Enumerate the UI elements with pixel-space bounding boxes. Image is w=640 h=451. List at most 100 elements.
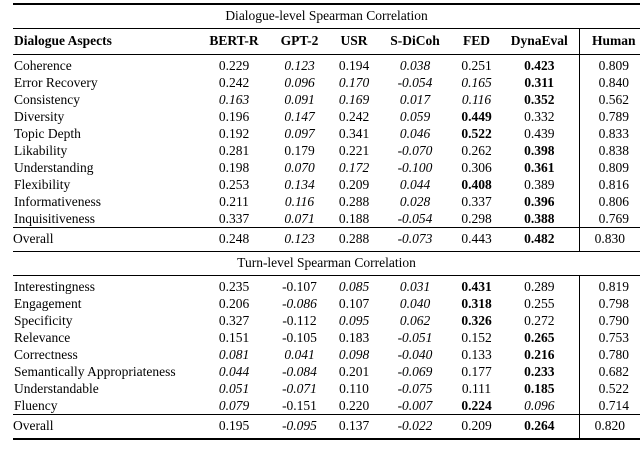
value-cell-understandable-s-dicoh: -0.075	[397, 381, 433, 396]
value-cell-understandable-dynaeval: 0.185	[524, 381, 555, 396]
column-header-s-dicoh: S-DiCoh	[377, 28, 453, 55]
aspect-cell-flexibility: Flexibility	[14, 177, 71, 192]
aspect-cell-error-recovery: Error Recovery	[14, 75, 98, 90]
value-cell-coherence-usr: 0.194	[338, 58, 370, 73]
value-cell-topic-depth-usr: 0.341	[338, 126, 370, 141]
value-cell-engagement-s-dicoh: 0.040	[399, 296, 431, 311]
value-cell-semantically-appropriateness-s-dicoh: -0.069	[397, 364, 433, 379]
aspect-cell-fluency: Fluency	[14, 398, 58, 413]
aspect-cell-correctness: Correctness	[14, 347, 78, 362]
value-cell-fluency-usr: 0.220	[338, 398, 370, 413]
value-cell-topic-depth-bert-r: 0.192	[218, 126, 250, 141]
value-cell-likability-human: 0.838	[578, 142, 640, 159]
aspect-cell-specificity: Specificity	[14, 313, 73, 328]
value-cell-fluency-fed: 0.224	[461, 398, 492, 413]
value-cell-specificity-bert-r: 0.327	[218, 313, 250, 328]
value-cell-relevance-human: 0.753	[578, 329, 640, 346]
value-cell-specificity-human: 0.790	[578, 312, 640, 329]
value-cell-error-recovery-s-dicoh: -0.054	[397, 75, 433, 90]
value-cell-diversity-human: 0.789	[578, 108, 640, 125]
value-cell-topic-depth-s-dicoh: 0.046	[399, 126, 431, 141]
column-header-dynaeval: DynaEval	[500, 28, 579, 55]
table-row: Fluency 0.079 -0.151 0.220 -0.007 0.224 0.096 0…	[13, 397, 640, 415]
value-cell-likability-usr: 0.221	[338, 143, 370, 158]
value-cell-informativeness-bert-r: 0.211	[219, 194, 249, 209]
value-cell-understanding-s-dicoh: -0.100	[397, 160, 433, 175]
value-cell-informativeness-s-dicoh: 0.028	[399, 194, 431, 209]
value-cell-coherence-fed: 0.251	[461, 58, 492, 73]
value-cell-specificity-s-dicoh: 0.062	[399, 313, 431, 328]
value-cell-semantically-appropriateness-bert-r: 0.044	[218, 364, 250, 379]
value-cell-engagement-fed: 0.318	[461, 296, 492, 311]
value-cell-flexibility-fed: 0.408	[461, 177, 492, 192]
value-cell-overall-s-dicoh: -0.022	[377, 414, 453, 440]
value-cell-consistency-fed: 0.116	[461, 92, 492, 107]
value-cell-inquisitiveness-fed: 0.298	[461, 211, 492, 226]
value-cell-likability-s-dicoh: -0.070	[397, 143, 433, 158]
value-cell-overall-gpt-2: -0.095	[268, 414, 331, 440]
value-cell-understandable-bert-r: 0.051	[218, 381, 250, 396]
table-row: Overall 0.248 0.123 0.288 -0.073 0.443 0.482 0.…	[13, 227, 640, 252]
value-cell-semantically-appropriateness-gpt-2: -0.084	[282, 364, 317, 379]
value-cell-topic-depth-dynaeval: 0.439	[524, 126, 555, 141]
value-cell-coherence-s-dicoh: 0.038	[399, 58, 431, 73]
table-row: Coherence 0.229 0.123 0.194 0.038 0.251 0.423 0…	[13, 54, 640, 74]
value-cell-diversity-gpt-2: 0.147	[284, 109, 315, 124]
value-cell-informativeness-dynaeval: 0.396	[524, 194, 555, 209]
value-cell-overall-fed: 0.209	[453, 414, 500, 440]
table-row: Specificity 0.327 -0.112 0.095 0.062 0.326 0.2…	[13, 312, 640, 329]
value-cell-engagement-human: 0.798	[578, 295, 640, 312]
value-cell-correctness-gpt-2: 0.041	[284, 347, 315, 362]
section-title-dialogue-level-spearman-correlation: Dialogue-level Spearman Correlation	[13, 3, 640, 29]
value-cell-inquisitiveness-gpt-2: 0.071	[284, 211, 315, 226]
section-title-turn-level-spearman-correlation: Turn-level Spearman Correlation	[13, 251, 640, 276]
value-cell-interestingness-gpt-2: -0.107	[282, 279, 317, 294]
value-cell-error-recovery-gpt-2: 0.096	[284, 75, 315, 90]
value-cell-overall-s-dicoh: -0.073	[377, 227, 453, 252]
value-cell-inquisitiveness-usr: 0.188	[338, 211, 370, 226]
spearman-correlation-table: Dialogue-level Spearman Correlation Dialo…	[13, 3, 640, 440]
aspect-cell-semantically-appropriateness: Semantically Appropriateness	[14, 364, 176, 379]
value-cell-correctness-dynaeval: 0.216	[524, 347, 555, 362]
value-cell-interestingness-human: 0.819	[578, 275, 640, 295]
section-title-row: Dialogue-level Spearman Correlation	[13, 3, 640, 29]
value-cell-overall-human: 0.830	[578, 227, 640, 252]
value-cell-interestingness-dynaeval: 0.289	[524, 279, 555, 294]
aspect-cell-overall: Overall	[13, 227, 200, 252]
value-cell-flexibility-bert-r: 0.253	[218, 177, 250, 192]
aspect-cell-overall: Overall	[13, 414, 200, 440]
value-cell-semantically-appropriateness-dynaeval: 0.233	[524, 364, 555, 379]
value-cell-flexibility-human: 0.816	[578, 176, 640, 193]
aspect-cell-understandable: Understandable	[14, 381, 99, 396]
aspect-cell-diversity: Diversity	[14, 109, 65, 124]
value-cell-engagement-bert-r: 0.206	[218, 296, 250, 311]
value-cell-interestingness-bert-r: 0.235	[218, 279, 250, 294]
value-cell-flexibility-s-dicoh: 0.044	[399, 177, 431, 192]
column-header-dialogue-aspects: Dialogue Aspects	[13, 28, 200, 55]
value-cell-fluency-bert-r: 0.079	[218, 398, 250, 413]
table-row: Consistency 0.163 0.091 0.169 0.017 0.116 0.35…	[13, 91, 640, 108]
value-cell-consistency-bert-r: 0.163	[218, 92, 250, 107]
value-cell-coherence-bert-r: 0.229	[218, 58, 250, 73]
value-cell-overall-usr: 0.137	[331, 414, 377, 440]
value-cell-flexibility-dynaeval: 0.389	[524, 177, 555, 192]
value-cell-likability-bert-r: 0.281	[218, 143, 250, 158]
aspect-cell-interestingness: Interestingness	[14, 279, 95, 294]
value-cell-relevance-s-dicoh: -0.051	[397, 330, 433, 345]
aspect-cell-likability: Likability	[14, 143, 68, 158]
value-cell-topic-depth-gpt-2: 0.097	[284, 126, 315, 141]
table-row: Overall 0.195 -0.095 0.137 -0.022 0.209 0.264 0…	[13, 414, 640, 440]
value-cell-coherence-human: 0.809	[578, 54, 640, 74]
value-cell-understanding-usr: 0.172	[338, 160, 370, 175]
value-cell-informativeness-fed: 0.337	[461, 194, 492, 209]
value-cell-specificity-dynaeval: 0.272	[524, 313, 555, 328]
value-cell-likability-dynaeval: 0.398	[524, 143, 555, 158]
table-row: Informativeness 0.211 0.116 0.288 0.028 0.337…	[13, 193, 640, 210]
value-cell-specificity-gpt-2: -0.112	[282, 313, 317, 328]
value-cell-diversity-dynaeval: 0.332	[524, 109, 555, 124]
table-row: Semantically Appropriateness 0.044 -0.084 0…	[13, 363, 640, 380]
value-cell-consistency-gpt-2: 0.091	[284, 92, 315, 107]
value-cell-informativeness-usr: 0.288	[338, 194, 370, 209]
value-cell-error-recovery-bert-r: 0.242	[218, 75, 250, 90]
value-cell-likability-fed: 0.262	[461, 143, 492, 158]
